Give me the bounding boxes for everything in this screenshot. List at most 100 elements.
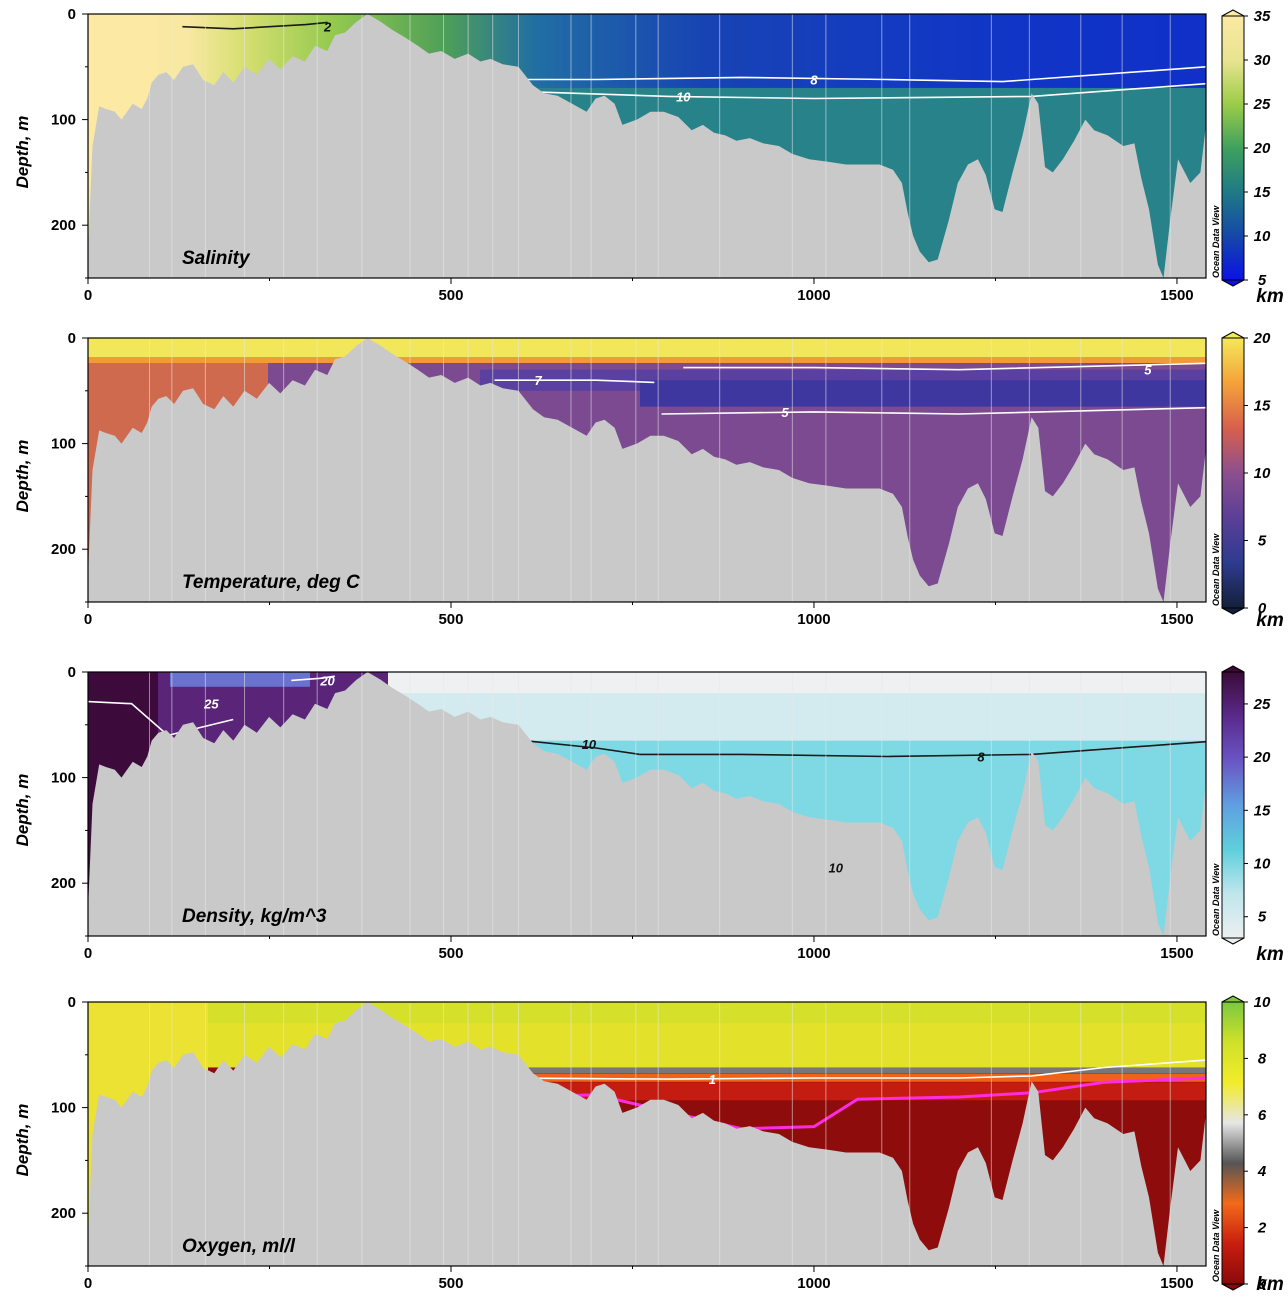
contour-line <box>494 379 655 384</box>
contour-label: 10 <box>582 737 597 752</box>
colorbar-tick-label: 5 <box>1258 533 1267 550</box>
y-tick-label: 200 <box>51 217 76 234</box>
watermark-text: Ocean Data View <box>1211 533 1221 606</box>
oxygen-surface-green <box>88 1002 1206 1024</box>
colorbar <box>1221 15 1245 281</box>
colorbar <box>1221 1001 1245 1285</box>
y-tick-label: 200 <box>51 1205 76 1222</box>
seabed-mask <box>88 1002 1206 1266</box>
x-tick-label: 1000 <box>797 1275 830 1292</box>
contour-line <box>407 66 1206 83</box>
colorbar-bottom-arrow <box>1221 607 1245 615</box>
colorbar-tick-label: 25 <box>1253 696 1271 713</box>
colorbar-tick-label: 5 <box>1258 909 1267 926</box>
contour-line <box>661 406 1206 415</box>
contour-label: 8 <box>810 72 818 87</box>
y-tick-label: 0 <box>68 664 76 681</box>
x-tick-label: 500 <box>438 945 463 962</box>
contour-label: 1 <box>709 1072 716 1087</box>
y-tick-label: 100 <box>51 112 76 129</box>
watermark-text: Ocean Data View <box>1211 863 1221 936</box>
contour-label: 8 <box>977 749 985 764</box>
x-unit-label: km <box>1256 1274 1284 1295</box>
colorbar-top-arrow <box>1221 665 1245 673</box>
colorbar-tick-label: 8 <box>1258 1050 1267 1067</box>
y-tick-label: 200 <box>51 541 76 558</box>
plot-frame <box>87 337 1207 603</box>
colorbar <box>1221 671 1245 939</box>
colorbar-tick-label: 15 <box>1254 398 1271 415</box>
seabed-mask <box>88 338 1206 602</box>
panel-title: Density, kg/m^3 <box>182 906 327 927</box>
colorbar-bottom-arrow <box>1221 279 1245 287</box>
watermark-text: Ocean Data View <box>1211 205 1221 278</box>
colorbar-tick-label: 10 <box>1254 228 1271 245</box>
oxygen-suboxic-band <box>480 1067 1206 1074</box>
field-image <box>88 672 1206 936</box>
x-tick-label: 500 <box>438 1275 463 1292</box>
seabed-mask <box>88 14 1206 278</box>
plot-frame <box>87 1001 1207 1267</box>
colorbar-bottom-arrow <box>1221 937 1245 945</box>
x-tick-label: 500 <box>438 611 463 628</box>
colorbar-tick-label: 25 <box>1253 96 1271 113</box>
colorbar-tick-label: 10 <box>1254 994 1271 1011</box>
plot-frame <box>87 671 1207 937</box>
y-tick-label: 0 <box>68 994 76 1011</box>
contour-label: 10 <box>676 89 691 104</box>
y-tick-label: 100 <box>51 1100 76 1117</box>
y-tick-label: 100 <box>51 770 76 787</box>
y-tick-label: 0 <box>68 330 76 347</box>
contour-line <box>494 1059 1206 1080</box>
x-unit-label: km <box>1256 286 1284 307</box>
x-tick-label: 1000 <box>797 287 830 304</box>
y-tick-label: 0 <box>68 6 76 23</box>
colorbar-tick-label: 20 <box>1253 749 1271 766</box>
colorbar-tick-label: 10 <box>1254 856 1271 873</box>
contour-line <box>683 362 1206 371</box>
density-blue-pocket <box>170 672 310 687</box>
colorbar-tick-label: 0 <box>1258 600 1267 617</box>
colorbar-tick-label: 5 <box>1258 272 1267 289</box>
colorbar-top-arrow <box>1221 331 1245 339</box>
x-tick-label: 0 <box>84 287 92 304</box>
colorbar-tick-label: 15 <box>1254 184 1271 201</box>
colorbar-tick-label: 20 <box>1253 330 1271 347</box>
colorbar-tick-label: 20 <box>1253 140 1271 157</box>
contour-line <box>639 740 1206 758</box>
panel-title: Temperature, deg C <box>182 572 360 593</box>
colorbar-tick-label: 2 <box>1257 1220 1267 1237</box>
temperature-thermocline <box>88 357 1206 364</box>
x-tick-label: 500 <box>438 287 463 304</box>
x-unit-label: km <box>1256 610 1284 631</box>
x-tick-label: 1500 <box>1160 1275 1193 1292</box>
colorbar-tick-label: 15 <box>1254 802 1271 819</box>
x-unit-label: km <box>1256 944 1284 965</box>
y-axis-title: Depth, m <box>13 116 32 189</box>
x-tick-label: 1000 <box>797 611 830 628</box>
field-image <box>88 1002 1206 1266</box>
panel-title: Oxygen, ml/l <box>182 1236 296 1257</box>
contour-label: 5 <box>1144 363 1152 378</box>
contour-label: 10 <box>829 860 844 875</box>
x-tick-label: 0 <box>84 611 92 628</box>
x-tick-label: 1000 <box>797 945 830 962</box>
contour-label: 2 <box>323 20 332 35</box>
x-tick-label: 1500 <box>1160 287 1193 304</box>
colorbar-tick-label: 30 <box>1254 52 1271 69</box>
x-tick-label: 1500 <box>1160 611 1193 628</box>
y-axis-title: Depth, m <box>13 1104 32 1177</box>
colorbar-top-arrow <box>1221 995 1245 1003</box>
y-tick-label: 100 <box>51 436 76 453</box>
watermark-text: Ocean Data View <box>1211 1209 1221 1282</box>
x-tick-label: 0 <box>84 945 92 962</box>
colorbar-tick-label: 35 <box>1254 8 1271 25</box>
contour-label: 20 <box>319 673 335 688</box>
seabed-mask <box>88 672 1206 936</box>
colorbar-tick-label: 10 <box>1254 465 1271 482</box>
x-tick-label: 0 <box>84 1275 92 1292</box>
